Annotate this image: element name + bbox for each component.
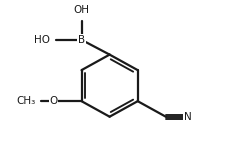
Text: HO: HO bbox=[34, 35, 51, 45]
Text: B: B bbox=[78, 35, 85, 45]
Text: CH₃: CH₃ bbox=[16, 96, 36, 106]
Text: OH: OH bbox=[73, 5, 90, 15]
Text: N: N bbox=[183, 112, 191, 122]
Text: O: O bbox=[49, 96, 58, 106]
